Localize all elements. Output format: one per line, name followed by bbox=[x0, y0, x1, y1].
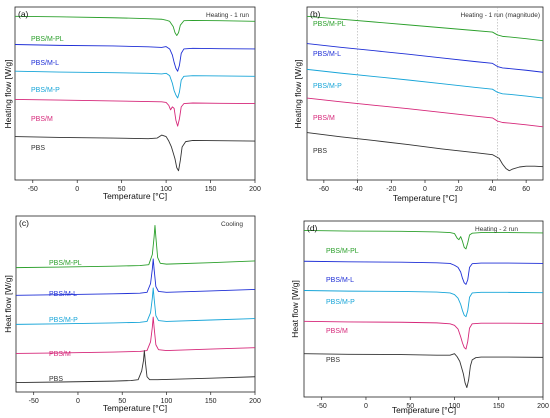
series-line-pbs-m-pl bbox=[306, 15, 544, 42]
panel-letter: (d) bbox=[307, 223, 318, 233]
x-tick-label: 150 bbox=[205, 398, 217, 405]
series-label: PBS/M-PL bbox=[49, 260, 82, 267]
x-tick-label: 40 bbox=[489, 186, 497, 193]
panel-letter: (c) bbox=[19, 218, 29, 228]
x-tick-label: -50 bbox=[29, 398, 39, 405]
series-label: PBS bbox=[31, 145, 45, 152]
series-label: PBS bbox=[49, 376, 63, 383]
x-tick-label: 20 bbox=[455, 186, 463, 193]
y-axis-title: Heat flow [W/g] bbox=[3, 275, 13, 333]
panel-1: -60 -40 -20 0 20 40 60 PBS/M-PL PBS/M-L PBS/M-P PB… bbox=[293, 6, 544, 203]
x-tick-label: 50 bbox=[118, 398, 126, 405]
panel-letter: (b) bbox=[310, 9, 321, 19]
series-line-pbs-m-p bbox=[306, 68, 544, 99]
series-label: PBS/M-PL bbox=[31, 36, 64, 43]
x-tick-label: 200 bbox=[249, 186, 261, 193]
series-line-pbs-m-pl bbox=[303, 229, 544, 250]
series-label: PBS/M-PL bbox=[313, 21, 346, 28]
series-line-pbs-m-l bbox=[306, 43, 544, 73]
series-line-pbs bbox=[306, 132, 544, 172]
x-tick-label: 100 bbox=[161, 398, 173, 405]
x-axis-title: Temperature [°C] bbox=[103, 403, 167, 413]
x-tick-label: 200 bbox=[537, 403, 549, 410]
series-line-pbs-m bbox=[15, 316, 256, 354]
x-tick-label: 0 bbox=[364, 403, 368, 410]
series-label: PBS/M bbox=[313, 115, 335, 122]
series-line-pbs-m bbox=[14, 98, 256, 127]
series-line-pbs-m bbox=[306, 97, 544, 128]
series-label: PBS/M-PL bbox=[326, 248, 359, 255]
x-tick-label: 200 bbox=[249, 398, 261, 405]
panel-note: Cooling bbox=[221, 221, 243, 228]
x-tick-label: -20 bbox=[386, 186, 396, 193]
series-line-pbs-m-p bbox=[303, 290, 544, 318]
series-label: PBS bbox=[313, 148, 327, 155]
x-tick-label: -50 bbox=[28, 186, 38, 193]
plot-frame bbox=[15, 215, 256, 393]
x-tick-label: -50 bbox=[317, 403, 327, 410]
x-tick-label: -40 bbox=[353, 186, 363, 193]
y-axis-title: Heating flow [W/g] bbox=[293, 60, 303, 129]
series-label: PBS/M-P bbox=[313, 83, 342, 90]
x-tick-label: 50 bbox=[118, 186, 126, 193]
series-line-pbs-m-l bbox=[14, 44, 256, 72]
x-tick-label: 0 bbox=[423, 186, 427, 193]
panel-3: -50 0 50 100 150 200 PBS/M-PL PBS/M-L PBS/M-P PBS… bbox=[290, 220, 549, 415]
plot-frame bbox=[14, 6, 256, 181]
series-label: PBS/M-P bbox=[31, 87, 60, 94]
series-line-pbs bbox=[15, 350, 256, 384]
series-line-pbs-m-pl bbox=[14, 15, 256, 37]
series-line-pbs-m-pl bbox=[15, 224, 256, 269]
panel-note: Heating - 2 run bbox=[475, 226, 518, 233]
series-line-pbs-m-p bbox=[15, 287, 256, 325]
panel-letter: (a) bbox=[18, 9, 29, 19]
x-tick-label: 60 bbox=[522, 186, 530, 193]
x-axis-title: Temperature [°C] bbox=[393, 193, 457, 203]
x-axis-title: Temperature [°C] bbox=[103, 191, 167, 201]
series-line-pbs-m-l bbox=[303, 260, 544, 285]
panel-note: Heating - 1 run bbox=[206, 12, 249, 19]
y-axis-title: Heat flow [W/g] bbox=[290, 280, 300, 338]
x-tick-label: 100 bbox=[449, 403, 461, 410]
x-tick-label: 50 bbox=[406, 403, 414, 410]
x-tick-label: 150 bbox=[493, 403, 505, 410]
panel-2: -50 0 50 100 150 200 PBS/M-PL PBS/M-L PBS/M-P PBS… bbox=[3, 215, 261, 413]
series-label: PBS/M-P bbox=[49, 317, 78, 324]
panel-0: -50 0 50 100 150 200 PBS/M-PL PBS/M-L PBS/M-P PBS… bbox=[3, 6, 261, 201]
x-axis-title: Temperature [°C] bbox=[392, 405, 456, 415]
series-line-pbs-m-l bbox=[15, 258, 256, 296]
series-label: PBS/M-L bbox=[313, 51, 341, 58]
plot-frame bbox=[303, 220, 544, 398]
x-tick-label: 100 bbox=[160, 186, 172, 193]
series-label: PBS/M bbox=[49, 351, 71, 358]
series-label: PBS bbox=[326, 357, 340, 364]
series-label: PBS/M-L bbox=[31, 60, 59, 67]
x-tick-label: 0 bbox=[76, 398, 80, 405]
series-label: PBS/M bbox=[31, 116, 53, 123]
x-tick-label: 0 bbox=[75, 186, 79, 193]
series-label: PBS/M bbox=[326, 328, 348, 335]
series-label: PBS/M-L bbox=[49, 291, 77, 298]
x-tick-label: -60 bbox=[319, 186, 329, 193]
series-label: PBS/M-P bbox=[326, 299, 355, 306]
y-axis-title: Heating flow [W/g] bbox=[3, 60, 13, 129]
x-tick-label: 150 bbox=[205, 186, 217, 193]
panel-note: Heating - 1 run (magnitude) bbox=[461, 12, 541, 19]
series-line-pbs-m-p bbox=[14, 70, 256, 99]
series-line-pbs-m bbox=[303, 320, 544, 350]
series-line-pbs bbox=[14, 134, 256, 172]
series-line-pbs bbox=[303, 353, 544, 389]
plot-frame bbox=[306, 6, 544, 181]
series-label: PBS/M-L bbox=[326, 277, 354, 284]
